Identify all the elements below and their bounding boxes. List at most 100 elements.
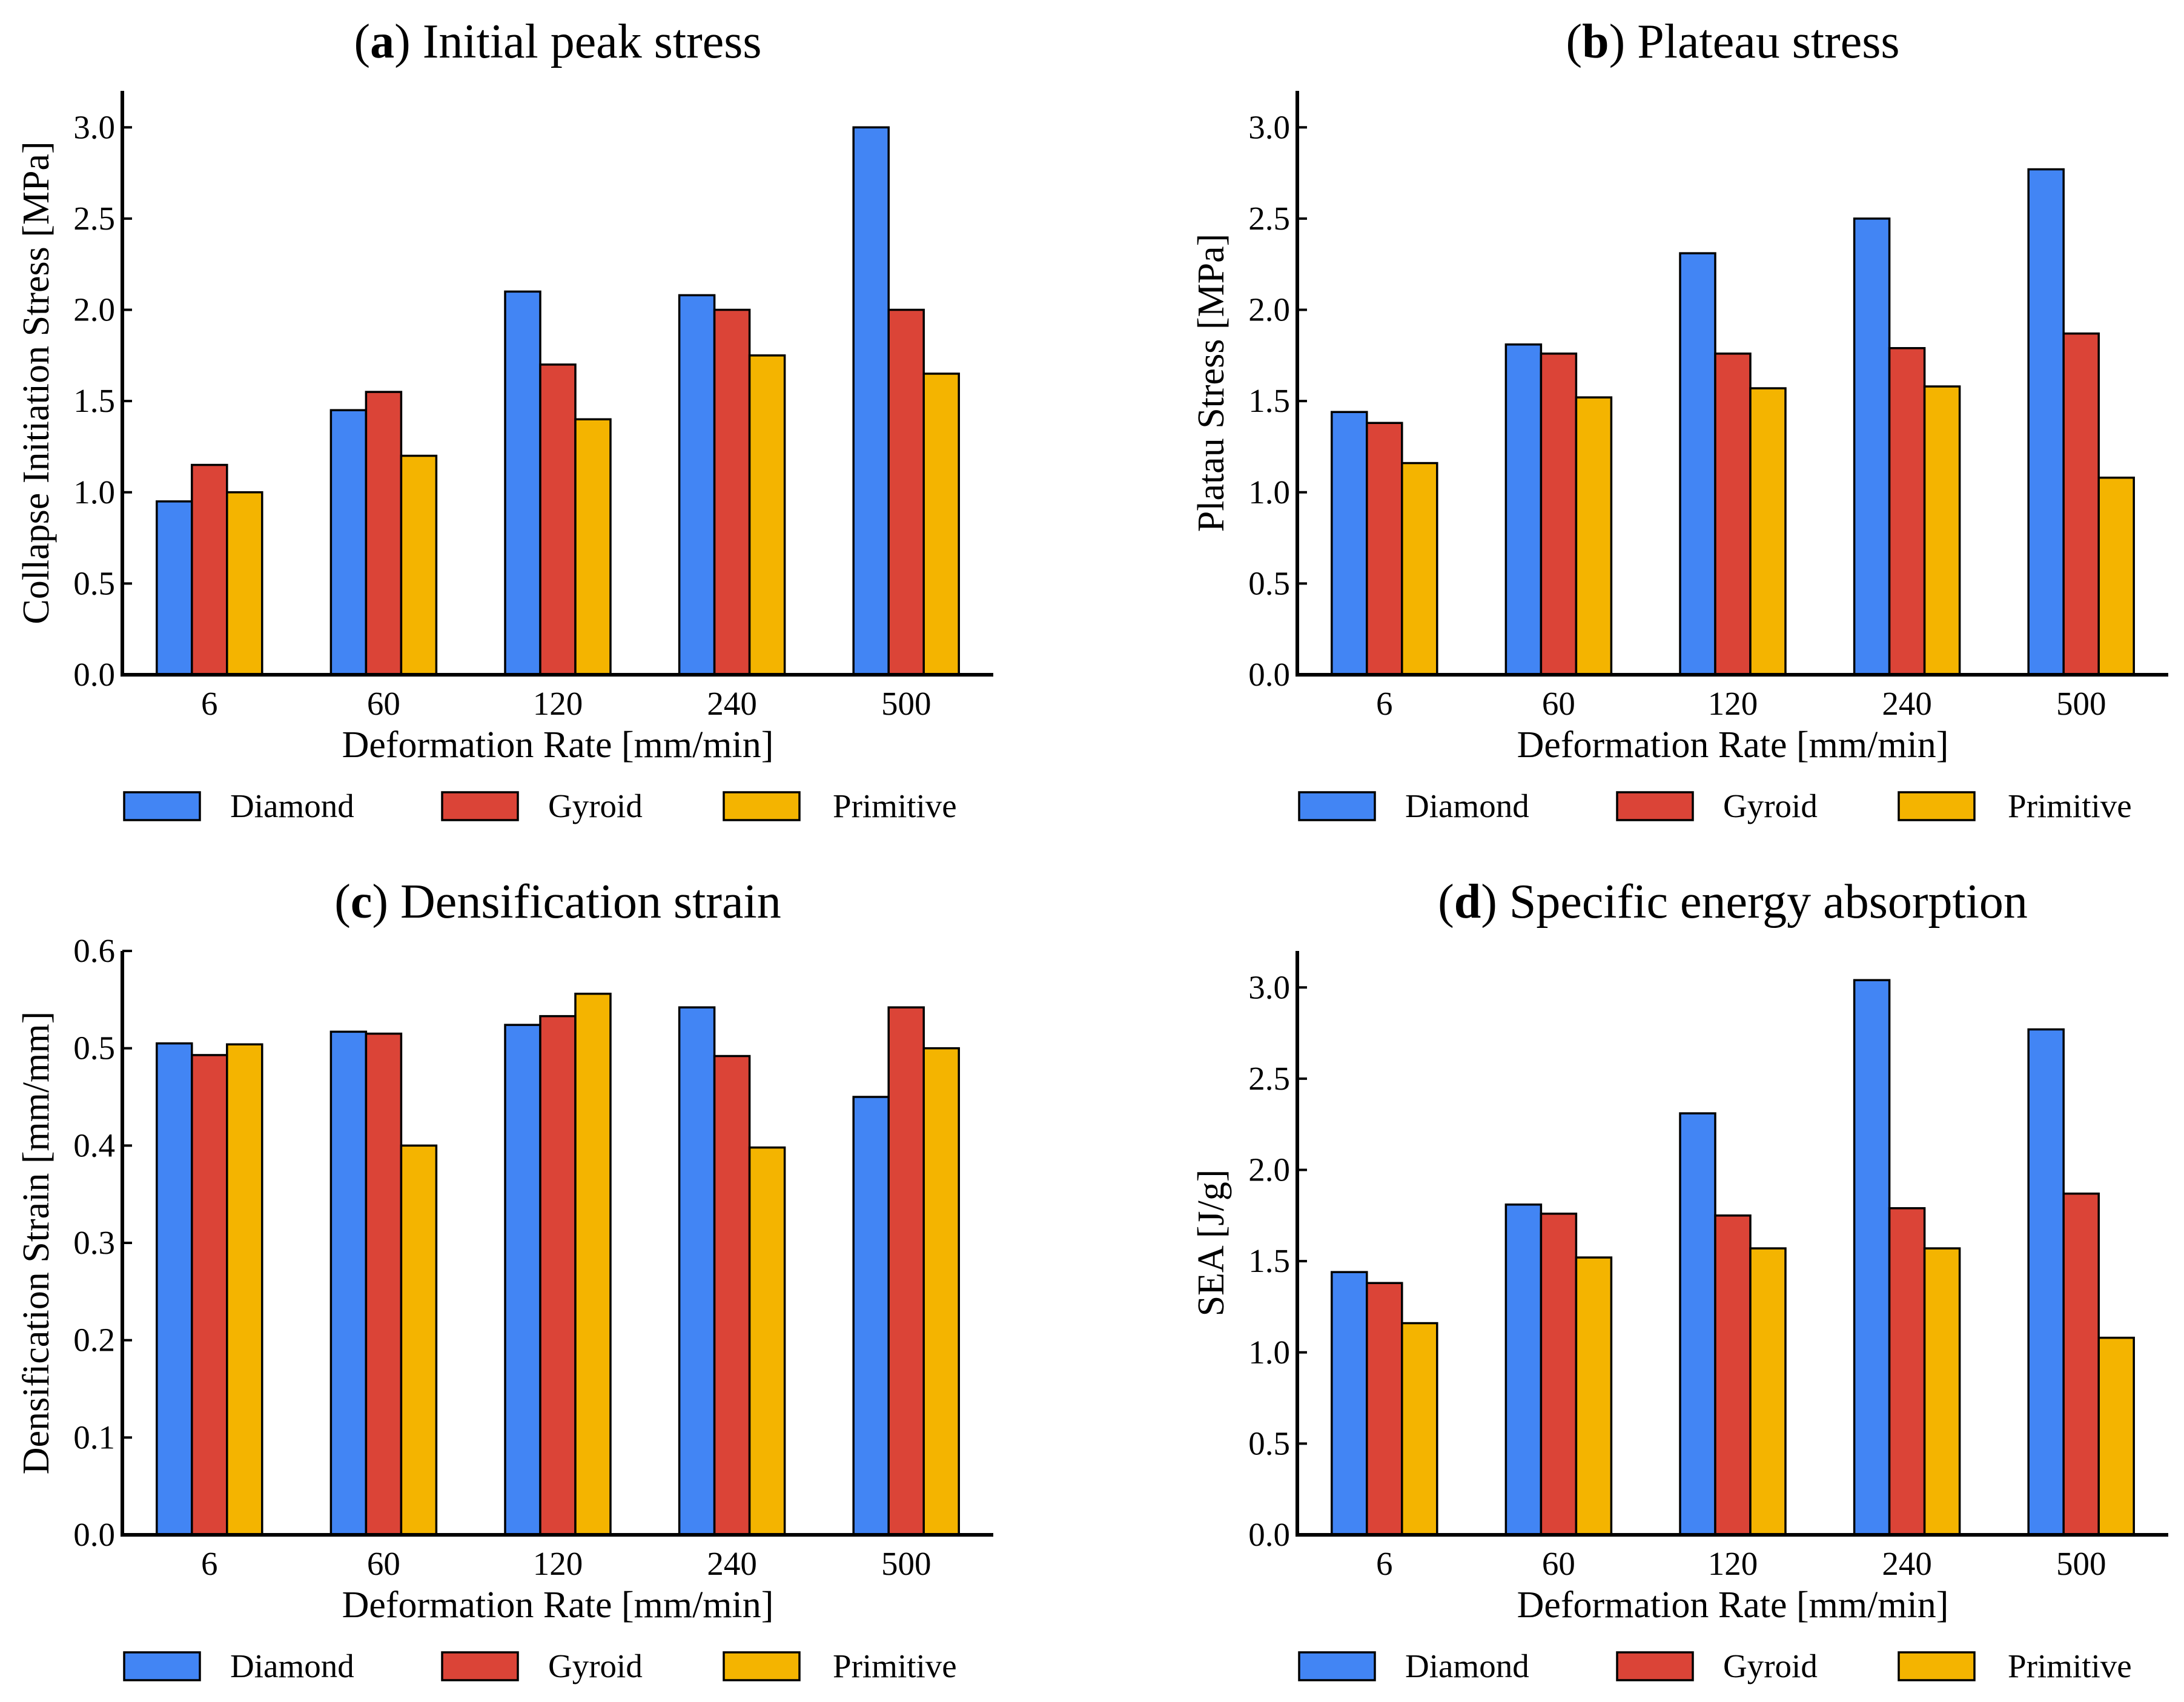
bar-gyroid-120 — [539, 363, 577, 676]
legend: Diamond Gyroid Primitive — [123, 1647, 957, 1684]
panel-letter: b — [1582, 15, 1609, 68]
x-tick-label: 240 — [1882, 685, 1932, 722]
legend-swatch-gyroid — [1616, 1651, 1694, 1681]
bar-primitive-120 — [574, 992, 612, 1536]
x-tick-label: 60 — [367, 1545, 400, 1582]
x-tick-label: 500 — [2056, 685, 2106, 722]
x-axis-label: Deformation Rate [mm/min] — [1517, 1584, 1949, 1626]
bar-diamond-6 — [156, 500, 193, 676]
y-tick-label: 0.0 — [73, 656, 115, 693]
legend-label-diamond: Diamond — [230, 787, 354, 824]
y-tick-label: 0.0 — [1248, 656, 1290, 693]
bar-primitive-120 — [574, 418, 612, 676]
x-tick-label: 6 — [1376, 1545, 1393, 1582]
chart-title: (d) Specific energy absorption — [1438, 875, 2028, 929]
x-tick-label: 120 — [533, 1545, 583, 1582]
legend-swatch-gyroid — [441, 791, 519, 821]
bar-primitive-240 — [1923, 385, 1961, 676]
x-tick-label: 60 — [1542, 685, 1575, 722]
legend: Diamond Gyroid Primitive — [1298, 1647, 2132, 1684]
bar-gyroid-60 — [365, 1032, 403, 1536]
legend-swatch-diamond — [123, 791, 201, 821]
bar-diamond-120 — [504, 1024, 541, 1536]
bar-diamond-500 — [2027, 1028, 2065, 1536]
title-paren-open: ( — [1566, 15, 1582, 68]
y-axis-label: SEA [J/g] — [1191, 1170, 1232, 1317]
panel-letter: c — [351, 875, 372, 929]
chart-panel-b: (b) Plateau stress 0.0 0.5 1.0 1.5 2.0 2.5 3.0 6… — [1191, 15, 2168, 824]
bar-gyroid-60 — [1540, 1213, 1578, 1536]
x-tick-label: 60 — [367, 685, 400, 722]
bar-primitive-240 — [1923, 1247, 1961, 1536]
bar-primitive-120 — [1749, 387, 1787, 676]
x-tick-label: 60 — [1542, 1545, 1575, 1582]
bar-primitive-60 — [400, 454, 438, 676]
bar-diamond-500 — [852, 1096, 890, 1536]
legend-swatch-diamond — [1298, 1651, 1376, 1681]
title-paren-close: ) — [1609, 15, 1638, 68]
bar-primitive-240 — [748, 354, 786, 676]
y-tick-label: 0.5 — [73, 1030, 115, 1067]
bar-gyroid-240 — [713, 308, 751, 676]
bar-gyroid-6 — [191, 1054, 228, 1536]
legend-label-primitive: Primitive — [833, 1647, 957, 1684]
title-paren-close: ) — [394, 15, 423, 68]
x-tick-label: 240 — [707, 1545, 757, 1582]
bar-gyroid-240 — [1888, 347, 1926, 676]
legend-swatch-primitive — [1898, 1651, 1976, 1681]
title-paren-close: ) — [372, 875, 400, 929]
y-tick-label: 2.5 — [1248, 200, 1290, 237]
bar-gyroid-500 — [2062, 332, 2100, 676]
bar-diamond-6 — [156, 1042, 193, 1536]
y-tick-label: 2.0 — [1248, 1151, 1290, 1188]
bar-primitive-6 — [226, 491, 263, 676]
y-tick-label: 1.0 — [1248, 474, 1290, 511]
title-paren-open: ( — [354, 15, 370, 68]
x-tick-label: 500 — [881, 685, 932, 722]
panel-letter: d — [1454, 875, 1481, 929]
legend-swatch-primitive — [723, 791, 801, 821]
bar-gyroid-60 — [365, 391, 403, 676]
bar-gyroid-60 — [1540, 353, 1578, 676]
bar-gyroid-120 — [1714, 1214, 1752, 1536]
x-axis-label: Deformation Rate [mm/min] — [342, 1584, 774, 1626]
bar-primitive-500 — [922, 1047, 960, 1536]
y-tick-label: 0.5 — [1248, 1425, 1290, 1462]
y-tick-label: 3.0 — [73, 108, 115, 145]
legend-swatch-gyroid — [1616, 791, 1694, 821]
y-axis-label: Collapse Initiation Stress [MPa] — [16, 141, 57, 624]
bar-diamond-240 — [678, 294, 716, 676]
bar-primitive-500 — [2097, 476, 2135, 676]
legend-swatch-diamond — [123, 1651, 201, 1681]
bar-primitive-240 — [748, 1146, 786, 1536]
x-tick-label: 6 — [201, 685, 218, 722]
title-paren-close: ) — [1481, 875, 1509, 929]
bar-gyroid-500 — [887, 1006, 925, 1536]
bar-diamond-6 — [1331, 411, 1368, 676]
y-tick-label: 1.0 — [73, 474, 115, 511]
y-tick-label: 0.4 — [73, 1127, 115, 1164]
y-tick-label: 0.1 — [73, 1419, 115, 1455]
bar-gyroid-500 — [2062, 1192, 2100, 1536]
bar-gyroid-120 — [539, 1015, 577, 1536]
bar-primitive-6 — [1401, 1322, 1438, 1536]
bar-diamond-240 — [1853, 979, 1891, 1536]
y-tick-label: 2.5 — [73, 200, 115, 237]
bar-diamond-60 — [1504, 1203, 1543, 1536]
y-tick-label: 3.0 — [1248, 108, 1290, 145]
y-tick-label: 0.0 — [73, 1516, 115, 1553]
x-axis-label: Deformation Rate [mm/min] — [342, 724, 774, 766]
bar-gyroid-240 — [713, 1055, 751, 1536]
bar-gyroid-120 — [1714, 353, 1752, 676]
y-axis-label: Platau Stress [MPa] — [1191, 234, 1232, 532]
bar-diamond-120 — [1679, 252, 1716, 676]
legend-label-gyroid: Gyroid — [1723, 787, 1818, 824]
bar-diamond-240 — [1853, 217, 1891, 676]
bar-primitive-500 — [2097, 1336, 2135, 1536]
bar-diamond-500 — [852, 126, 890, 676]
title-paren-open: ( — [1438, 875, 1454, 929]
bar-diamond-120 — [1679, 1112, 1716, 1536]
legend-swatch-gyroid — [441, 1651, 519, 1681]
chart-title: (c) Densification strain — [334, 875, 781, 929]
